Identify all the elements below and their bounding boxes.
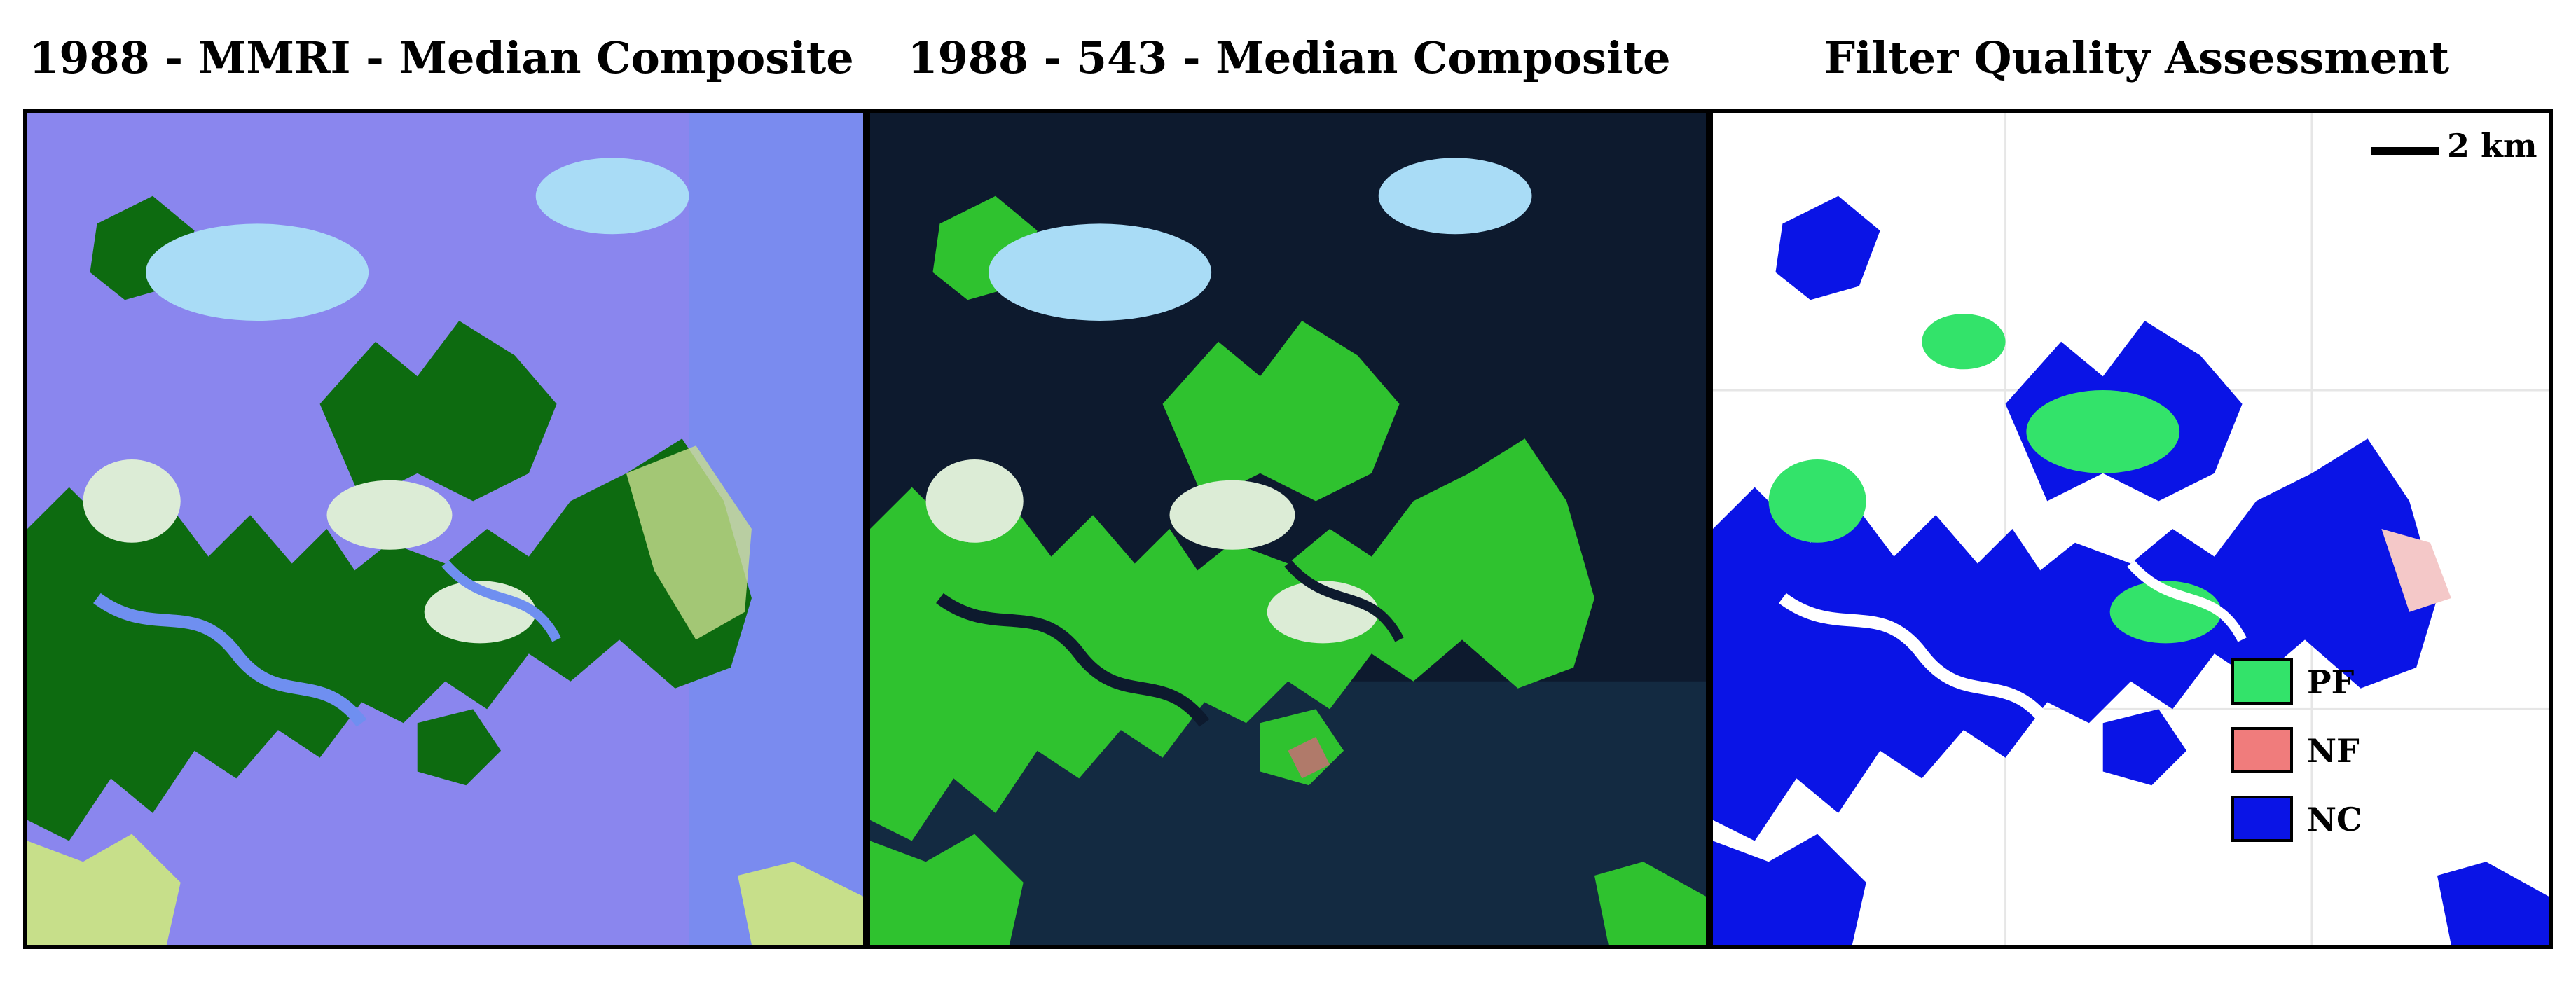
- legend-swatch-nc: [2231, 796, 2293, 842]
- panel-title-mmri: 1988 - MMRI - Median Composite: [29, 32, 854, 83]
- panel-title-543: 1988 - 543 - Median Composite: [907, 32, 1671, 83]
- scale-bar-line: [2371, 147, 2439, 155]
- legend-label-pf: PF: [2307, 663, 2355, 701]
- panel-title-quality: Filter Quality Assessment: [1824, 32, 2449, 83]
- legend-swatch-nf: [2231, 727, 2293, 773]
- filter-quality-image: [1709, 109, 2553, 949]
- legend-label-nc: NC: [2307, 801, 2362, 838]
- quality-map: [1713, 113, 2549, 945]
- legend-item-pf: PF: [2231, 658, 2385, 707]
- legend-swatch-pf: [2231, 658, 2293, 705]
- mmri-map: [27, 113, 863, 945]
- legend-item-nc: NC: [2231, 796, 2385, 845]
- rgb-543-composite-image: [866, 109, 1710, 949]
- mmri-composite-image: [23, 109, 867, 949]
- scale-bar: 2 km: [2371, 125, 2568, 167]
- legend-item-nf: NF: [2231, 727, 2385, 776]
- rgb-543-map: [870, 113, 1706, 945]
- scale-bar-label: 2 km: [2447, 127, 2537, 165]
- legend-label-nf: NF: [2307, 732, 2360, 770]
